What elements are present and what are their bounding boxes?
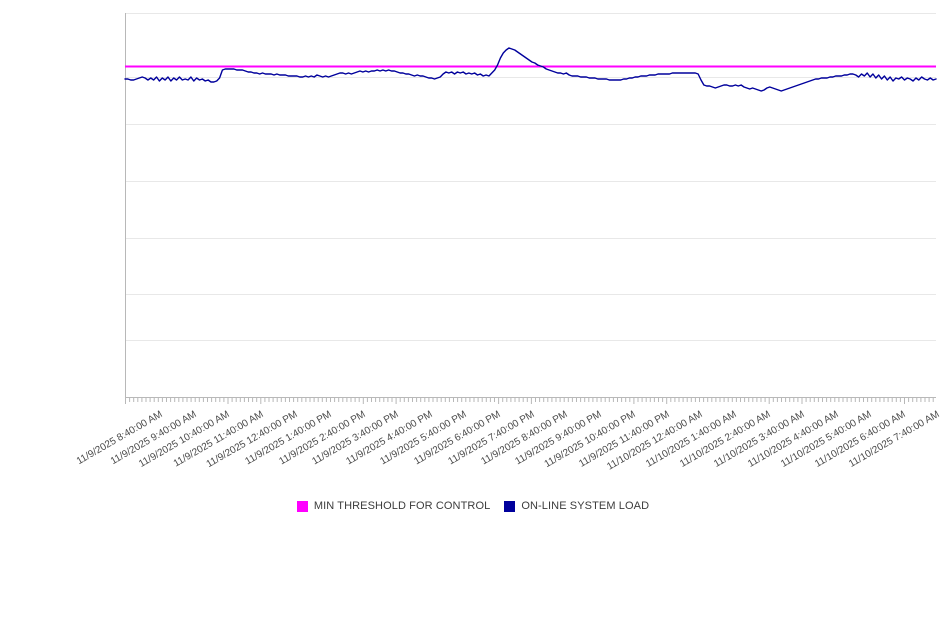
legend-label: ON-LINE SYSTEM LOAD: [521, 500, 650, 512]
legend-item[interactable]: MIN THRESHOLD FOR CONTROL: [296, 500, 491, 512]
chart-legend: MIN THRESHOLD FOR CONTROL ON-LINE SYSTEM …: [0, 496, 946, 516]
load-line: [124, 47, 937, 92]
chart-container: 11/9/2025 8:40:00 AM 11/9/2025 9:40:00 AM…: [0, 0, 946, 526]
line-chart-plot: [0, 0, 946, 526]
x-axis-ticks: [125, 398, 934, 404]
legend-item[interactable]: ON-LINE SYSTEM LOAD: [504, 500, 649, 512]
axis-lines: [125, 13, 936, 398]
chart-background: [0, 0, 946, 526]
square-swatch: [504, 500, 516, 512]
square-swatch: [296, 500, 308, 512]
legend-label: MIN THRESHOLD FOR CONTROL: [313, 500, 491, 512]
series-paths: [124, 47, 937, 92]
